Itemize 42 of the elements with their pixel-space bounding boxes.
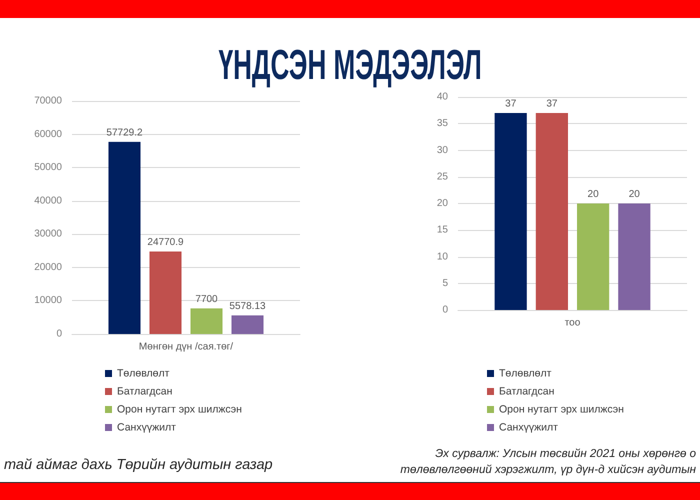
y-tick-label: 40 (436, 92, 448, 102)
y-tick-label: 20 (436, 198, 448, 209)
text: Эх сурвалж: Улсын төсвийн 2021 оны хөрөнгө о төлөвлөлгөөний хэрэгжилт, үр дүн-д хийсэн аудитын (400, 447, 696, 478)
data-label: 20 (588, 189, 600, 200)
x-tick-label: Мөнгөн дүн /сая.төг/ (138, 342, 234, 352)
x-tick-label: тоо (564, 318, 581, 328)
data-label: 24770.9 (147, 237, 184, 248)
chart-title: ҮНДСЭН МЭДЭЭЛЭЛ (218, 41, 482, 88)
legend-label: Санхүүжилт (117, 422, 176, 434)
data-label: 7700 (195, 294, 218, 305)
data-label: 37 (546, 98, 558, 110)
y-tick-label: 10000 (34, 295, 62, 306)
y-tick-label: 60000 (34, 128, 62, 140)
data-label: 20 (628, 189, 640, 200)
y-tick-label: 25 (436, 171, 448, 182)
y-tick-label: 15 (436, 224, 448, 236)
bar (231, 315, 264, 334)
legend-label: Батлагдсан (117, 386, 173, 398)
y-tick-label: 30000 (34, 228, 62, 240)
legend-label: Орон нутагт эрх шилжсэн (499, 404, 624, 416)
y-tick-label: 70000 (34, 96, 62, 106)
bar (190, 308, 223, 334)
legend-label: Төлөвлөлт (117, 368, 170, 380)
y-tick-label: 35 (436, 118, 448, 130)
bar (149, 252, 182, 334)
y-tick-label: 0 (56, 328, 62, 340)
y-tick-label: 0 (442, 304, 448, 316)
data-label: 5578.13 (229, 300, 266, 312)
data-label: 57729.2 (106, 127, 144, 138)
bar (108, 142, 141, 334)
legend-label: Батлагдсан (499, 386, 555, 398)
y-tick-label: 20000 (34, 262, 62, 273)
y-tick-label: 30 (436, 144, 448, 156)
y-tick-label: 40000 (34, 195, 62, 206)
y-tick-label: 10 (436, 251, 448, 262)
data-label: 37 (505, 98, 517, 110)
legend-label: Санхүүжилт (499, 422, 558, 434)
y-tick-label: 5 (442, 278, 448, 289)
text: тай аймаг дахь Төрийн аудитын газар (4, 456, 273, 475)
legend-label: Орон нутагт эрх шилжсэн (117, 404, 242, 416)
y-tick-label: 50000 (34, 162, 62, 174)
legend-label: Төлөвлөлт (499, 368, 552, 380)
